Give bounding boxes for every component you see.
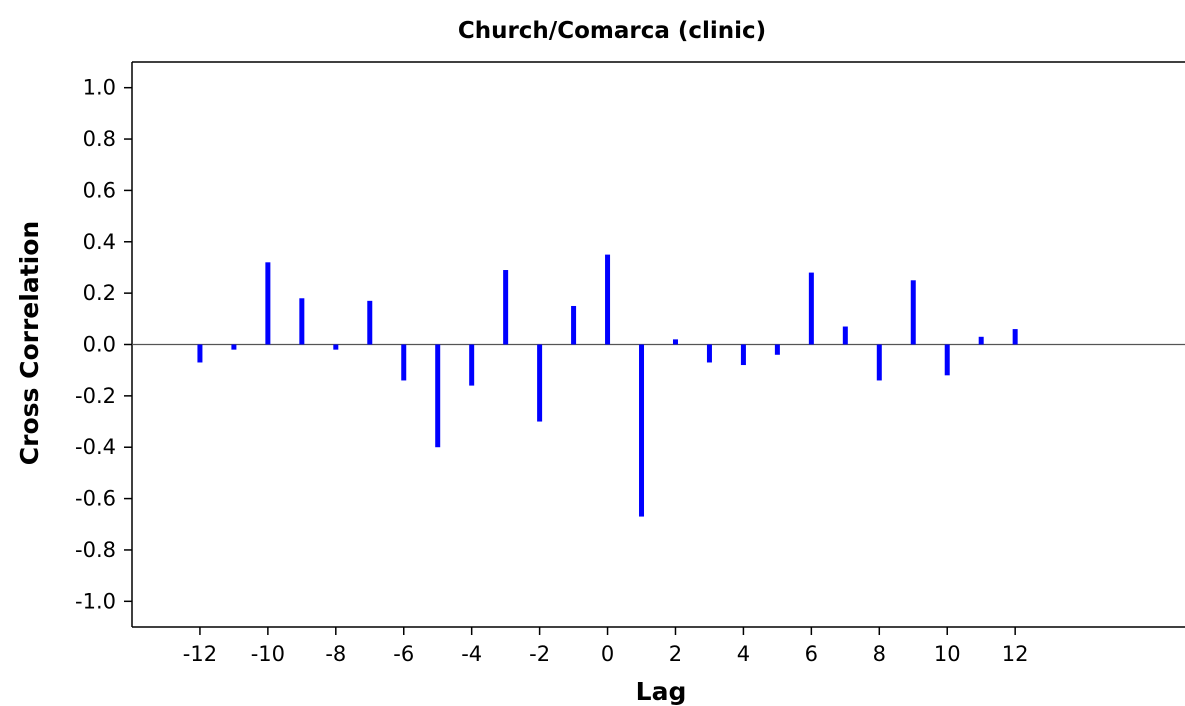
y-tick-label: -0.2: [75, 384, 116, 408]
correlation-bar: [978, 336, 984, 345]
correlation-bar: [672, 339, 678, 345]
correlation-bar: [469, 344, 475, 386]
x-tick-label: -8: [325, 642, 346, 666]
correlation-bar: [265, 262, 271, 345]
correlation-bar: [605, 254, 611, 345]
correlation-bar: [333, 344, 339, 350]
x-tick-label: 8: [873, 642, 886, 666]
y-tick-label: 0.8: [83, 127, 116, 151]
y-tick-label: -1.0: [75, 589, 116, 613]
x-tick-label: 2: [669, 642, 682, 666]
y-tick-label: 0.4: [83, 230, 116, 254]
y-tick-label: -0.4: [75, 435, 116, 459]
y-tick-label: 1.0: [83, 76, 116, 100]
y-tick-label: 0.0: [83, 333, 116, 357]
correlation-bar: [571, 305, 577, 345]
y-tick-label: -0.6: [75, 487, 116, 511]
correlation-bar: [503, 270, 509, 345]
correlation-bar: [231, 344, 237, 350]
chart-title: Church/Comarca (clinic): [458, 18, 766, 44]
correlation-bar: [910, 280, 916, 345]
x-tick-label: 10: [934, 642, 961, 666]
y-axis-label: Cross Correlation: [15, 221, 44, 465]
correlation-bar: [876, 344, 882, 381]
correlation-bar: [808, 272, 814, 345]
x-tick-label: -6: [393, 642, 414, 666]
correlation-bar: [706, 344, 712, 363]
correlation-bar: [639, 344, 645, 517]
x-tick-label: 12: [1002, 642, 1029, 666]
correlation-bar: [774, 344, 780, 355]
correlation-bar: [1012, 329, 1018, 345]
x-tick-label: 6: [805, 642, 818, 666]
x-tick-label: -4: [461, 642, 482, 666]
x-axis-label: Lag: [636, 677, 687, 706]
x-tick-label: -10: [251, 642, 285, 666]
x-tick-label: -12: [183, 642, 217, 666]
correlation-bar: [944, 344, 950, 376]
y-tick-label: 0.2: [83, 281, 116, 305]
y-tick-label: -0.8: [75, 538, 116, 562]
x-tick-label: 0: [601, 642, 614, 666]
y-tick-label: 0.6: [83, 178, 116, 202]
correlation-bar: [401, 344, 407, 381]
correlation-bar: [842, 326, 848, 345]
x-tick-label: -2: [529, 642, 550, 666]
correlation-bar: [537, 344, 543, 422]
x-tick-label: 4: [737, 642, 750, 666]
correlation-bar: [299, 298, 305, 345]
correlation-bar: [367, 300, 373, 345]
correlation-bar: [435, 344, 441, 448]
correlation-bar: [197, 344, 203, 363]
correlation-bar: [740, 344, 746, 366]
